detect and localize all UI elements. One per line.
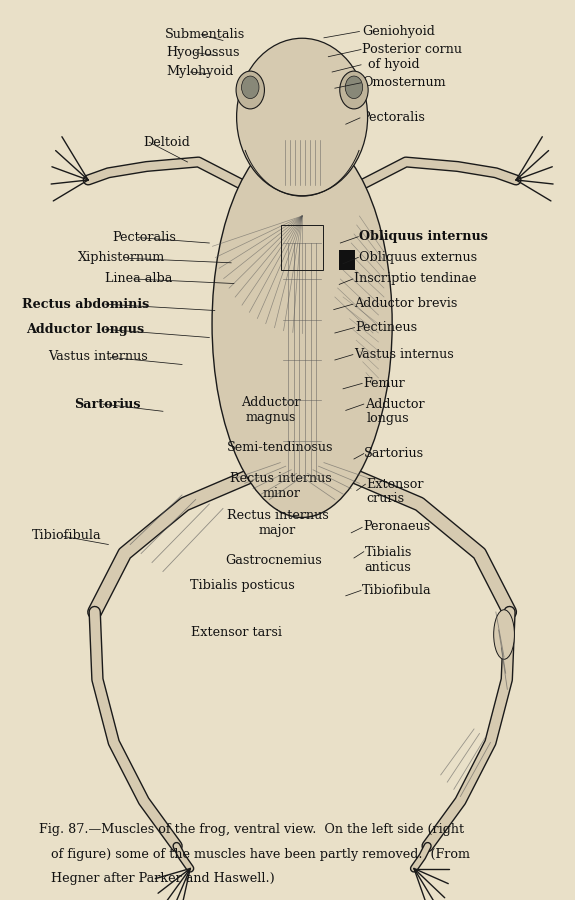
Ellipse shape	[242, 76, 259, 98]
Text: Vastus internus: Vastus internus	[48, 350, 148, 364]
Text: Submentalis: Submentalis	[164, 28, 245, 41]
Text: magnus: magnus	[245, 410, 296, 424]
Text: Rectus abdominis: Rectus abdominis	[22, 298, 150, 310]
Text: minor: minor	[262, 487, 300, 500]
Text: Tibialis posticus: Tibialis posticus	[190, 580, 294, 592]
Text: Pectineus: Pectineus	[355, 321, 417, 334]
Text: Vastus internus: Vastus internus	[354, 347, 454, 361]
Text: Xiphisternum: Xiphisternum	[78, 251, 166, 265]
Text: Obliquus internus: Obliquus internus	[359, 230, 488, 243]
Text: Fig. 87.—Muscles of the frog, ventral view.  On the left side (right: Fig. 87.—Muscles of the frog, ventral vi…	[39, 824, 464, 836]
Text: Mylohyoid: Mylohyoid	[167, 66, 234, 78]
Text: Hegner after Parker and Haswell.): Hegner after Parker and Haswell.)	[51, 872, 275, 885]
Text: Sartorius: Sartorius	[75, 398, 141, 410]
Text: Linea alba: Linea alba	[105, 273, 172, 285]
Text: longus: longus	[366, 412, 409, 426]
Text: cruris: cruris	[366, 492, 405, 505]
Text: Rectus internus: Rectus internus	[231, 472, 332, 485]
Ellipse shape	[345, 76, 363, 98]
Text: of figure) some of the muscles have been partly removed.  (From: of figure) some of the muscles have been…	[51, 848, 470, 860]
Text: Tibiofibula: Tibiofibula	[32, 529, 102, 543]
Text: Sartorius: Sartorius	[364, 447, 424, 460]
Text: Femur: Femur	[363, 377, 405, 390]
Text: Extensor: Extensor	[366, 478, 424, 491]
Ellipse shape	[236, 71, 264, 109]
Text: Gastrocnemius: Gastrocnemius	[225, 554, 322, 567]
Text: of hyoid: of hyoid	[367, 58, 419, 71]
Ellipse shape	[212, 130, 392, 518]
Text: Adductor brevis: Adductor brevis	[354, 297, 457, 310]
Text: Omosternum: Omosternum	[362, 76, 446, 89]
Text: Geniohyoid: Geniohyoid	[362, 25, 435, 38]
Text: Extensor tarsi: Extensor tarsi	[191, 626, 282, 639]
Text: Obliquus externus: Obliquus externus	[359, 251, 478, 264]
Ellipse shape	[340, 71, 368, 109]
Text: major: major	[259, 524, 296, 536]
Text: Tibialis: Tibialis	[365, 546, 412, 559]
Text: anticus: anticus	[365, 561, 412, 574]
Ellipse shape	[494, 610, 515, 659]
Text: Hyoglossus: Hyoglossus	[166, 46, 239, 59]
Text: Semi-tendinosus: Semi-tendinosus	[227, 441, 334, 454]
Text: Peronaeus: Peronaeus	[363, 520, 430, 534]
Ellipse shape	[236, 38, 367, 196]
Text: Adductor: Adductor	[365, 398, 424, 410]
Text: Deltoid: Deltoid	[143, 136, 190, 149]
Text: Adductor longus: Adductor longus	[26, 323, 144, 336]
Text: Inscriptio tendinae: Inscriptio tendinae	[354, 272, 477, 285]
Text: Tibiofibula: Tibiofibula	[362, 584, 432, 597]
Text: Pectoralis: Pectoralis	[113, 231, 177, 244]
Text: Posterior cornu: Posterior cornu	[362, 43, 462, 56]
FancyBboxPatch shape	[339, 250, 355, 270]
Text: Rectus internus: Rectus internus	[227, 509, 328, 522]
Text: Adductor: Adductor	[241, 396, 300, 409]
Text: Pectoralis: Pectoralis	[361, 112, 425, 124]
